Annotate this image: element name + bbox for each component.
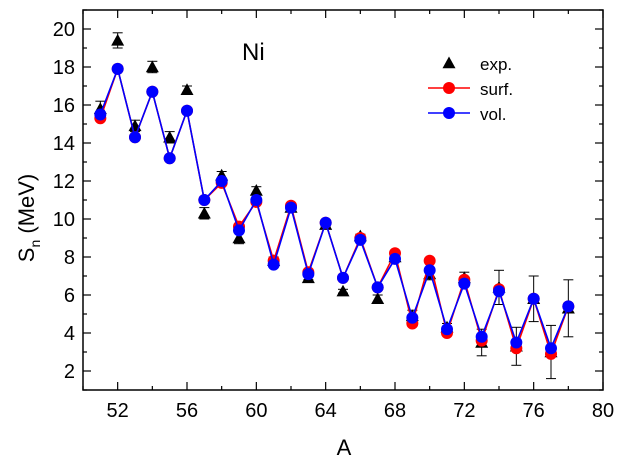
data-point-exp: [197, 206, 211, 219]
data-point-exp: [336, 284, 350, 297]
data-point-vol: [510, 336, 523, 349]
data-point-vol: [94, 108, 107, 121]
data-point-exp: [180, 83, 194, 95]
legend-marker: [442, 56, 456, 69]
data-point-vol: [562, 300, 575, 313]
y-tick-label: 14: [53, 133, 75, 155]
data-point-surf: [423, 254, 436, 267]
data-point-vol: [285, 201, 297, 214]
data-point-vol: [233, 224, 245, 237]
y-axis-label: Sn (MeV): [14, 174, 43, 262]
data-point-exp: [111, 33, 125, 46]
legend-label: surf.: [480, 80, 513, 99]
x-tick-label: 56: [176, 400, 198, 422]
x-tick-label: 64: [315, 400, 337, 422]
data-point-vol: [198, 194, 211, 206]
data-point-vol: [302, 268, 315, 281]
element-annotation: Ni: [242, 39, 265, 66]
y-tick-label: 12: [53, 171, 75, 193]
data-point-vol: [163, 152, 176, 165]
data-point-vol: [406, 311, 419, 324]
data-point-vol: [441, 323, 453, 336]
plot-frame: [82, 9, 604, 391]
x-tick-label: 76: [523, 400, 545, 422]
x-tick-label: 80: [592, 400, 614, 422]
data-point-vol: [423, 264, 436, 277]
y-tick-label: 16: [53, 95, 75, 117]
data-point-vol: [337, 271, 349, 284]
y-tick-label: 10: [53, 209, 75, 231]
data-point-vol: [371, 281, 384, 294]
data-point-vol: [111, 62, 124, 75]
legend-marker: [443, 107, 455, 119]
data-point-exp: [232, 231, 246, 244]
x-tick-label: 60: [245, 400, 267, 422]
data-point-vol: [527, 292, 540, 305]
data-point-vol: [493, 285, 505, 298]
x-tick-label: 68: [384, 400, 406, 422]
data-point-vol: [354, 233, 367, 246]
legend-label: exp.: [480, 55, 512, 74]
x-tick-label: 52: [107, 400, 129, 422]
y-tick-label: 20: [53, 19, 75, 41]
data-point-exp: [249, 184, 263, 196]
data-point-vol: [181, 104, 193, 117]
legend-label: vol.: [480, 105, 506, 124]
data-point-vol: [389, 252, 401, 265]
data-point-vol: [545, 342, 557, 355]
legend: exp. surf. vol.: [420, 47, 524, 137]
data-point-vol: [475, 330, 488, 343]
legend-box: [420, 47, 524, 137]
series-line-vol: [99, 66, 570, 351]
data-point-vol: [458, 277, 471, 290]
y-tick-label: 4: [64, 323, 75, 345]
data-point-vol: [250, 194, 263, 206]
data-point-vol: [146, 85, 159, 98]
y-tick-label: 8: [64, 247, 75, 269]
y-tick-label: 6: [64, 285, 75, 307]
data-point-vol: [215, 175, 228, 187]
x-axis-label: A: [337, 435, 352, 460]
y-tick-label: 18: [53, 57, 75, 79]
series-layer: [93, 32, 575, 380]
y-axis-label-main: S: [14, 248, 39, 263]
x-tick-label: 72: [453, 400, 475, 422]
data-point-vol: [267, 258, 280, 271]
y-axis-label-sub: n: [27, 240, 43, 248]
data-point-vol: [129, 131, 141, 144]
legend-marker: [443, 82, 455, 94]
data-point-exp: [371, 292, 385, 304]
data-point-exp: [163, 130, 177, 143]
data-point-exp: [145, 60, 159, 73]
data-point-vol: [319, 216, 332, 229]
y-axis-label-unit: (MeV): [14, 174, 39, 240]
y-tick-label: 2: [64, 361, 75, 383]
